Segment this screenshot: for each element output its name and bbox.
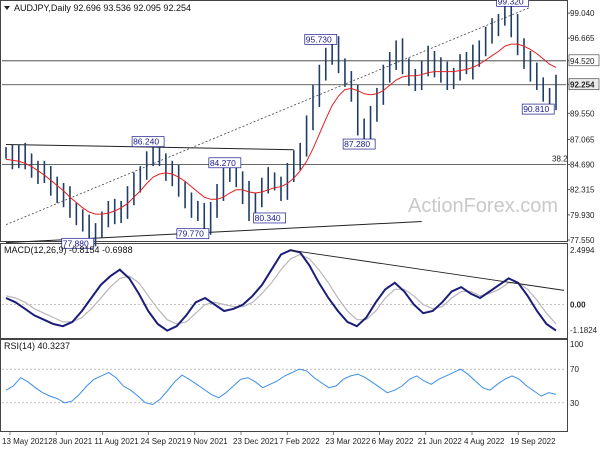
- price-y-tick-label: 94.520: [570, 57, 595, 66]
- price-y-tick-label: 77.550: [570, 236, 595, 245]
- macd-line: [5, 249, 557, 332]
- x-tick-label: 23 Dec 2021: [233, 437, 279, 446]
- annotation-label: 87.280: [344, 139, 370, 149]
- rsi-panel-frame: [0, 339, 568, 432]
- annotation-label: 95.730: [306, 34, 332, 44]
- rsi-panel: 100 70 30: [2, 340, 584, 408]
- fib-label: 38.2: [552, 155, 568, 164]
- annotation-box: [304, 33, 338, 45]
- annotation-box: [208, 157, 242, 169]
- x-tick-label: 21 Jun 2022: [418, 437, 463, 446]
- macd-signal-line: [5, 253, 557, 325]
- price-marker-box: [568, 54, 600, 67]
- x-tick-label: 9 Nov 2021: [187, 437, 228, 446]
- annotation-label: 77.880: [63, 238, 89, 248]
- x-tick-label: 19 Sep 2022: [510, 437, 556, 446]
- macd-y-tick-label: 2.4994: [570, 246, 595, 255]
- macd-panel-frame: [0, 243, 568, 339]
- price-y-tick-label: 87.065: [570, 136, 595, 145]
- rsi-y-tick-label: 70: [570, 365, 579, 374]
- annotation-box: [131, 136, 165, 148]
- annotation-box: [61, 237, 95, 249]
- annotation-label: 84.270: [210, 158, 236, 168]
- price-panel-frame: [0, 0, 568, 242]
- rsi-panel-title: RSI(14) 40.3237: [4, 341, 70, 351]
- price-y-tick-label: 79.930: [570, 211, 595, 220]
- price-panel-title: AUDJPY,Daily 92.696 93.536 92.095 92.254: [14, 3, 191, 13]
- rsi-y-tick-label: 100: [570, 340, 584, 349]
- annotation-label: 90.810: [523, 104, 549, 114]
- price-y-tick-label: 96.665: [570, 34, 595, 43]
- x-tick-label: 23 Mar 2022: [325, 437, 370, 446]
- macd-panel: 2.4994 0.00 -1.1824: [2, 246, 598, 335]
- price-y-tick-label: 84.690: [570, 161, 595, 170]
- annotation-box: [176, 228, 210, 240]
- price-y-tick-label: 82.315: [570, 186, 595, 195]
- annotation-label: 79.770: [178, 229, 204, 239]
- annotation-box: [521, 103, 555, 115]
- x-axis: 13 May 2021 28 Jun 2021 11 Aug 2021 24 Sep …: [2, 432, 556, 446]
- x-tick-label: 7 Feb 2022: [279, 437, 320, 446]
- price-marker-box: [568, 78, 600, 91]
- x-tick-label: 6 May 2022: [372, 437, 414, 446]
- annotation-box: [496, 0, 529, 7]
- price-y-tick-label: 99.040: [570, 9, 595, 18]
- x-tick-label: 13 May 2021: [2, 437, 49, 446]
- annotation-box: [253, 212, 286, 224]
- price-panel: 99.320 95.730 90.810 87.280 86.240 84.270 80.3…: [2, 0, 600, 249]
- macd-y-tick-label: -1.1824: [570, 326, 598, 335]
- macd-panel-title: MACD(12,26,9) -0.8154 -0.6988: [4, 245, 133, 255]
- annotation-label: 86.240: [133, 137, 159, 147]
- price-y-tick-label: 92.254: [570, 81, 595, 90]
- dotted-trend-line: [5, 6, 531, 226]
- annotation-box: [342, 138, 376, 150]
- upper-channel-line: [5, 143, 294, 151]
- x-tick-label: 11 Aug 2021: [94, 437, 139, 446]
- macd-trend-line: [290, 249, 565, 291]
- moving-average-line: [5, 43, 557, 215]
- macd-y-tick-label: 0.00: [570, 300, 586, 309]
- rsi-y-tick-label: 30: [570, 399, 579, 408]
- x-tick-label: 24 Sep 2021: [141, 437, 187, 446]
- dropdown-triangle-icon[interactable]: [4, 6, 10, 10]
- annotation-label: 80.340: [255, 213, 281, 223]
- rsi-line: [5, 368, 557, 406]
- x-tick-label: 28 Jun 2021: [48, 437, 93, 446]
- annotation-label: 99.320: [498, 0, 524, 6]
- x-tick-label: 4 Aug 2022: [464, 437, 505, 446]
- watermark-text: ActionForex.com: [408, 195, 558, 217]
- price-y-tick-label: 89.550: [570, 109, 595, 118]
